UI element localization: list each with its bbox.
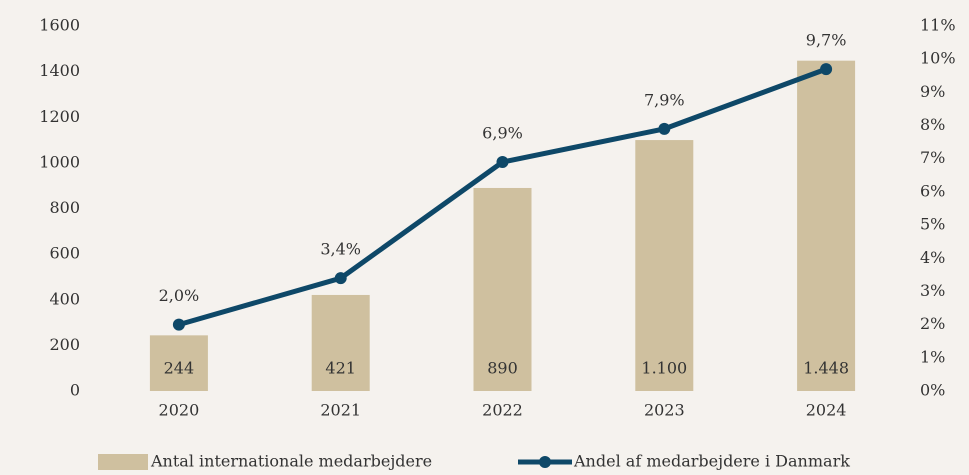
y-tick-label: 1200 (39, 107, 80, 126)
line-value-label: 6,9% (482, 124, 523, 143)
legend-dot (539, 456, 551, 468)
y2-tick-label: 9% (920, 82, 945, 101)
line-point (334, 272, 347, 285)
legend-label: Andel af medarbejdere i Danmark (573, 452, 850, 471)
bar-value-label: 1.100 (641, 359, 687, 378)
bar-value-label: 421 (325, 359, 356, 378)
x-tick-label: 2024 (806, 401, 847, 420)
bar (635, 140, 694, 391)
y-tick-label: 200 (49, 335, 80, 354)
legend-label: Antal internationale medarbejdere (150, 452, 432, 471)
y2-tick-label: 4% (920, 248, 945, 267)
y-tick-label: 400 (49, 289, 80, 308)
y2-tick-label: 7% (920, 148, 945, 167)
y-tick-label: 0 (70, 381, 80, 400)
bar-value-label: 244 (164, 359, 195, 378)
x-tick-label: 2023 (644, 401, 685, 420)
y2-tick-label: 10% (920, 49, 956, 68)
y-tick-label: 1400 (39, 61, 80, 80)
y2-tick-label: 6% (920, 181, 945, 200)
y2-tick-label: 0% (920, 381, 945, 400)
x-tick-label: 2022 (482, 401, 523, 420)
line-point (658, 122, 671, 135)
y2-tick-label: 11% (920, 16, 956, 35)
bar (473, 187, 532, 391)
y2-tick-label: 8% (920, 115, 945, 134)
y-tick-label: 600 (49, 244, 80, 263)
legend-swatch (98, 454, 148, 470)
line-point (496, 156, 509, 169)
line-value-label: 3,4% (320, 240, 361, 259)
bar-value-label: 890 (487, 359, 518, 378)
y2-tick-label: 2% (920, 314, 945, 333)
line-value-label: 7,9% (644, 90, 685, 109)
line-value-label: 2,0% (159, 286, 200, 305)
x-tick-label: 2020 (159, 401, 200, 420)
x-tick-label: 2021 (320, 401, 361, 420)
y2-tick-label: 3% (920, 281, 945, 300)
y-tick-label: 1000 (39, 152, 80, 171)
bar (149, 335, 208, 391)
bar-value-label: 1.448 (803, 359, 849, 378)
bar (311, 294, 370, 391)
line-point (820, 63, 833, 76)
y-tick-label: 1600 (39, 16, 80, 35)
bar (797, 60, 856, 392)
y2-tick-label: 5% (920, 215, 945, 234)
line-value-label: 9,7% (806, 31, 847, 50)
line-point (172, 318, 185, 331)
y-tick-label: 800 (49, 198, 80, 217)
y2-tick-label: 1% (920, 347, 945, 366)
